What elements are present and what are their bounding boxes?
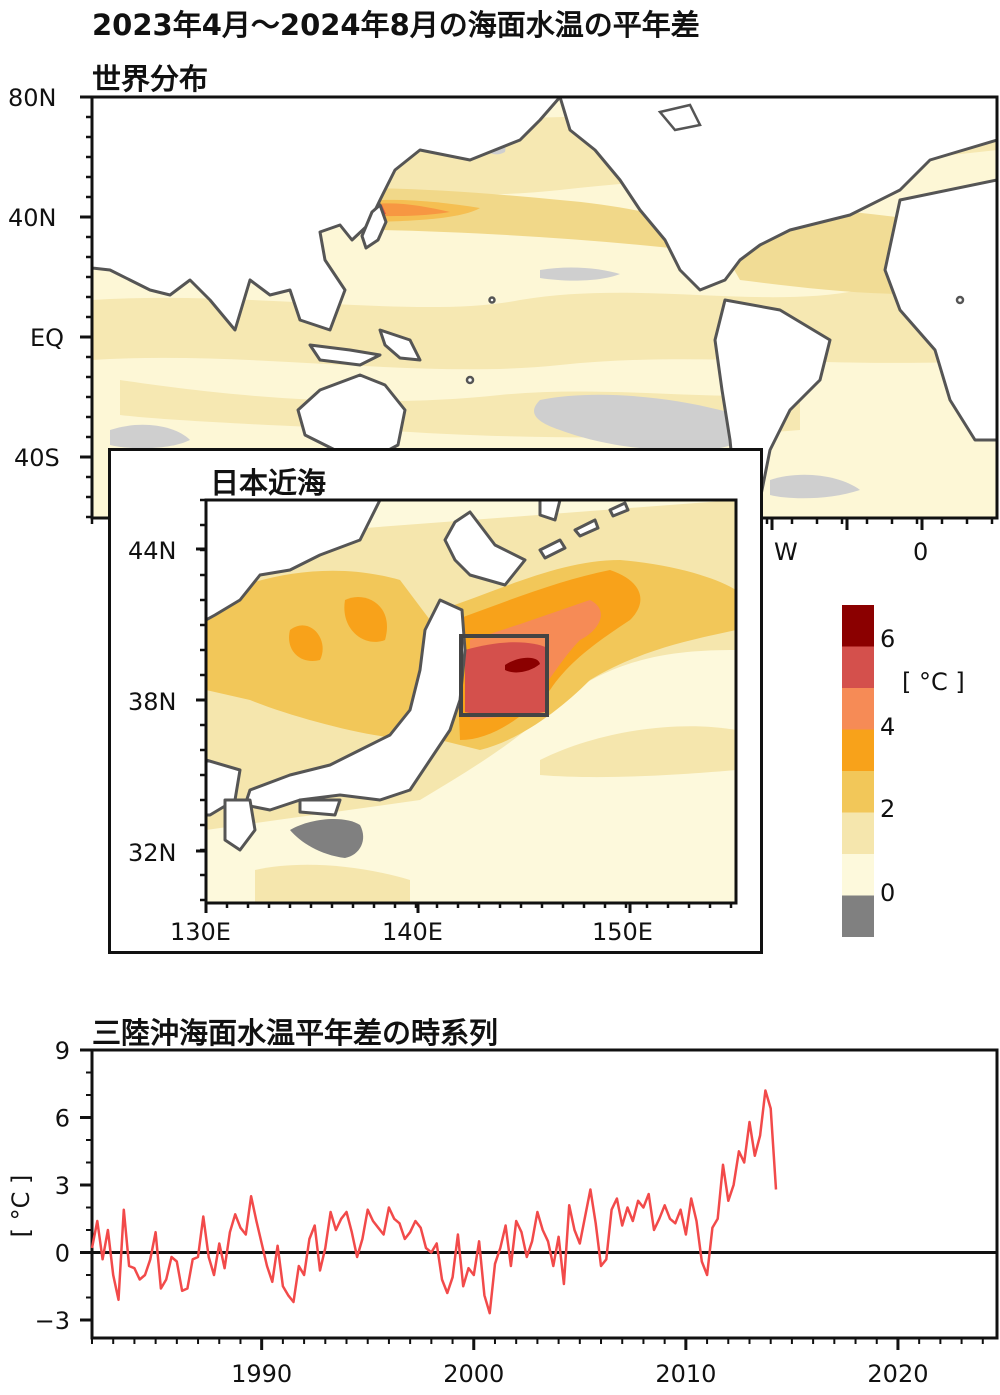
colorbar-swatch (842, 812, 874, 854)
world-lat-tick-80n: 80N (8, 84, 57, 112)
colorbar-swatch (842, 895, 874, 937)
x-tick-label: 2000 (443, 1360, 504, 1388)
colorbar-swatch (842, 729, 874, 771)
colorbar-swatch (842, 646, 874, 688)
colorbar-label-4: 4 (880, 713, 896, 741)
sst-anomaly-series-line (90, 1089, 778, 1315)
timeseries-title: 三陸沖海面水温平年差の時系列 (92, 1016, 499, 1050)
colorbar-swatch (842, 771, 874, 813)
world-map-label: 世界分布 (92, 62, 209, 96)
colorbar (842, 605, 874, 937)
colorbar-unit: [ °C ] (902, 668, 965, 696)
y-tick-label: 0 (55, 1240, 70, 1268)
y-tick-label: 9 (55, 1037, 70, 1065)
inset-lat-tick-44n: 44N (128, 537, 177, 565)
y-tick-label: 6 (55, 1105, 70, 1133)
inset-map (196, 498, 738, 913)
colorbar-swatch (842, 854, 874, 896)
colorbar-label-0: 0 (880, 879, 896, 907)
inset-lon-tick-140e: 140E (382, 918, 443, 946)
inset-lat-tick-38n: 38N (128, 688, 177, 716)
world-lat-tick-40s: 40S (14, 444, 60, 472)
world-lon-tick-w: W (774, 538, 798, 566)
x-tick-label: 2010 (655, 1360, 716, 1388)
world-lon-tick-0: 0 (913, 538, 929, 566)
timeseries-frame (90, 1048, 999, 1340)
sanriku-region-box (459, 634, 549, 717)
x-tick-label: 2020 (867, 1360, 928, 1388)
y-tick-label: −3 (35, 1307, 70, 1335)
inset-map-label: 日本近海 (210, 466, 327, 500)
world-lat-tick-40n: 40N (8, 204, 57, 232)
colorbar-swatch (842, 688, 874, 730)
y-tick-label: 3 (55, 1172, 70, 1200)
page-title: 2023年4月～2024年8月の海面水温の平年差 (92, 8, 700, 42)
timeseries-chart: 9 6 3 0 −3 1990 2000 2010 2020 (35, 1037, 999, 1388)
inset-lon-tick-150e: 150E (592, 918, 653, 946)
colorbar-label-6: 6 (880, 625, 896, 653)
inset-lat-tick-32n: 32N (128, 839, 177, 867)
colorbar-label-2: 2 (880, 795, 896, 823)
x-tick-label: 1990 (231, 1360, 292, 1388)
world-map (80, 95, 999, 530)
inset-lon-tick-130e: 130E (170, 918, 231, 946)
world-lat-tick-eq: EQ (30, 324, 65, 352)
colorbar-swatch (842, 605, 874, 647)
